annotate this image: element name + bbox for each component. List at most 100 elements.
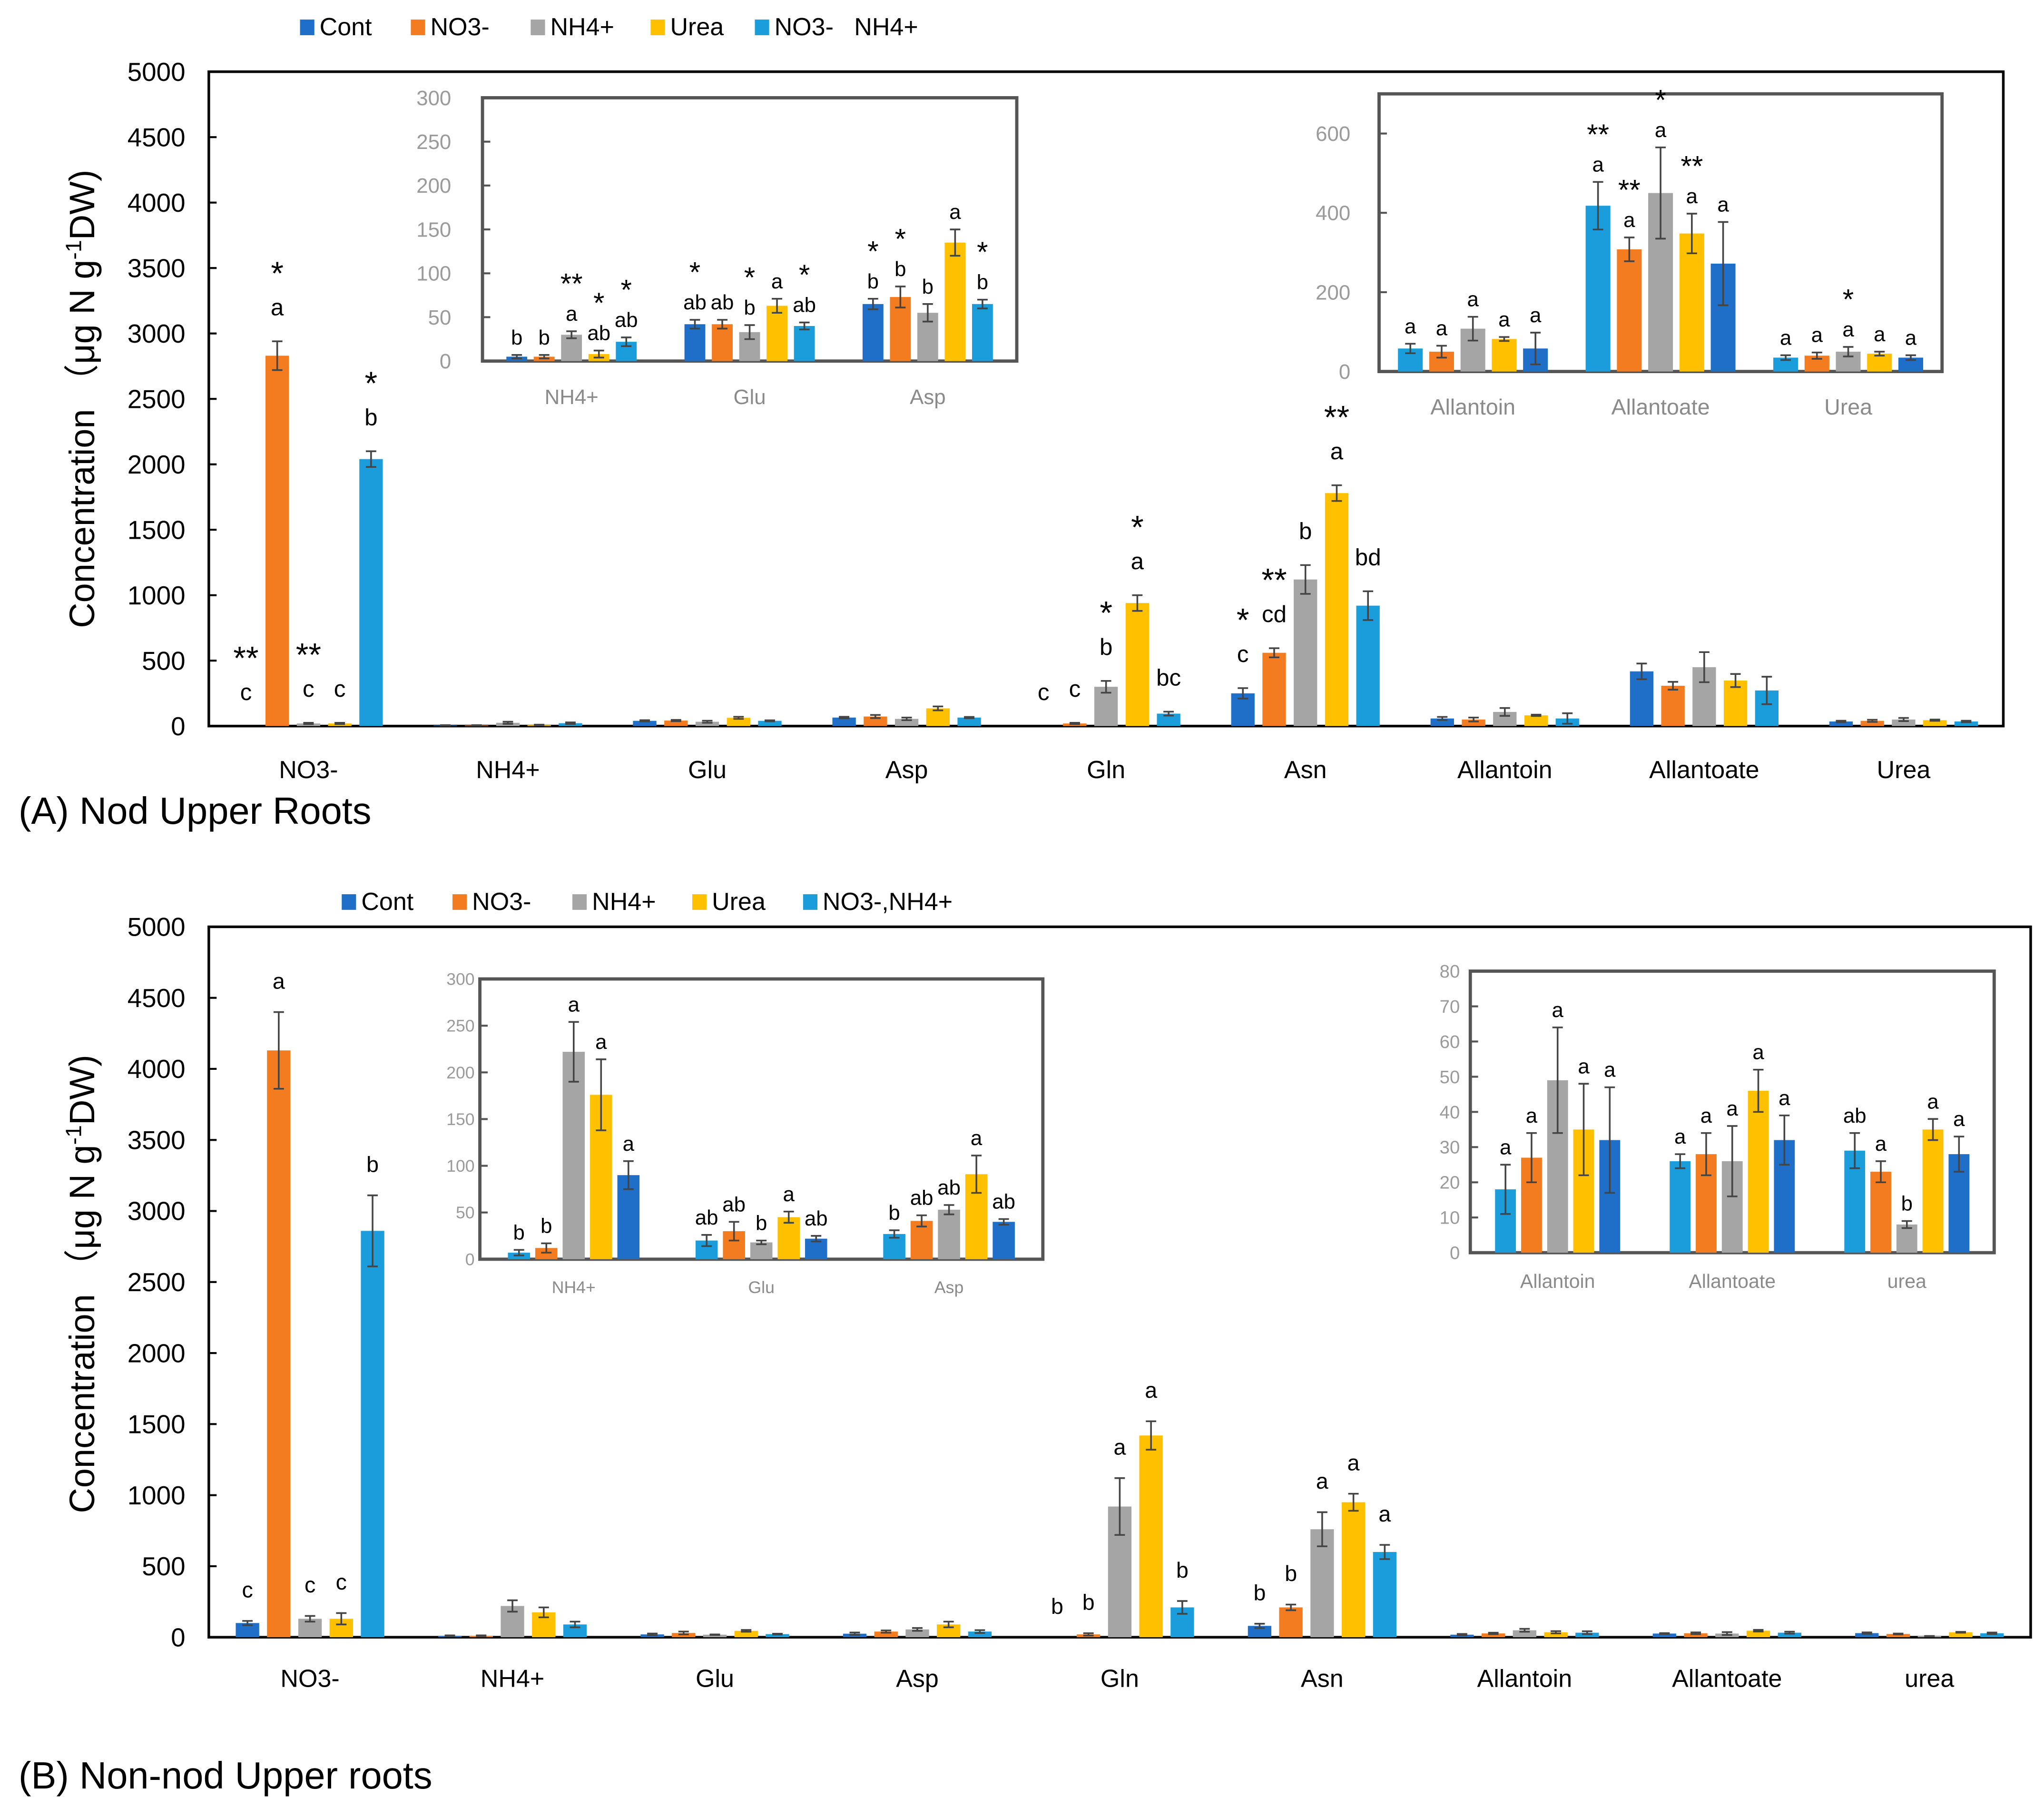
y-tick-label: 200 <box>1316 281 1350 304</box>
legend-swatch-2 <box>531 20 545 35</box>
significance-letter: a <box>1436 317 1448 340</box>
significance-letter: a <box>1316 1469 1328 1493</box>
y-tick-label: 70 <box>1440 997 1460 1017</box>
x-tick-label: Urea <box>1824 395 1872 419</box>
significance-stars: * <box>867 235 878 267</box>
bar-Urea-urea <box>1922 1129 1944 1253</box>
x-tick-label: Glu <box>696 1665 734 1692</box>
significance-stars: ** <box>1324 399 1349 435</box>
y-tick-label: 30 <box>1440 1137 1460 1158</box>
significance-stars: ** <box>233 640 258 676</box>
significance-stars: * <box>1237 602 1249 639</box>
significance-letter: b <box>1051 1594 1063 1619</box>
x-tick-label: urea <box>1887 1270 1926 1292</box>
y-tick-label: 50 <box>428 306 452 329</box>
legend-label: NO3- <box>430 13 489 41</box>
significance-letter: a <box>1674 1125 1686 1148</box>
bar-Urea-Glu <box>734 1630 758 1638</box>
significance-letter: a <box>1526 1104 1538 1127</box>
y-tick-label: 200 <box>446 1063 474 1082</box>
significance-letter: ab <box>793 294 816 317</box>
significance-letter: a <box>623 1132 635 1156</box>
legend-label: NH4+ <box>592 888 656 916</box>
significance-letter: a <box>1467 288 1479 311</box>
legend-swatch-0 <box>342 894 356 910</box>
legend-label: NO3- NH4+ <box>775 13 918 41</box>
bar-Urea-Allantoate <box>1748 1090 1769 1253</box>
y-tick-label: 0 <box>171 1622 185 1652</box>
significance-letter: a <box>771 270 783 293</box>
significance-letter: c <box>336 1570 347 1594</box>
y-tick-label: 100 <box>416 262 451 286</box>
bar-Urea-Glu <box>777 1217 800 1259</box>
legend-label: NH4+ <box>550 13 614 41</box>
bar-NO3NH4-Allantoate <box>1585 206 1611 372</box>
bar-Urea-Urea <box>1923 720 1947 726</box>
y-tick-label: 400 <box>1316 202 1350 225</box>
y-tick-label: 300 <box>446 969 474 988</box>
x-tick-label: Allantoin <box>1520 1270 1595 1292</box>
bar-NO3NH4-Asp <box>972 304 993 361</box>
bar-NH4-NH4 <box>561 335 582 361</box>
legend-swatch-3 <box>650 20 665 35</box>
bar-Cont-urea <box>1855 1633 1879 1638</box>
significance-letter: a <box>1623 208 1635 232</box>
bar-NO3NH4-Glu <box>794 326 815 361</box>
significance-letter: a <box>273 968 285 993</box>
x-tick-label: NH4+ <box>481 1665 544 1692</box>
significance-letter: ab <box>1843 1104 1867 1127</box>
significance-letter: a <box>1578 1055 1590 1078</box>
significance-letter: bd <box>1355 544 1381 571</box>
bar-NO3NH4-Glu <box>758 721 782 726</box>
bar-NH4-Asp <box>938 1209 960 1259</box>
significance-letter: ab <box>937 1176 961 1199</box>
significance-letter: c <box>1069 676 1081 702</box>
significance-letter: b <box>364 404 377 430</box>
legend-label: Urea <box>670 13 724 41</box>
bar-NO3NH4-Asn <box>1373 1552 1397 1638</box>
y-label-sup: -1 <box>61 240 86 259</box>
significance-letter: b <box>1299 518 1312 544</box>
bar-Urea-Allantoate <box>1723 680 1748 726</box>
significance-letter: a <box>949 200 961 224</box>
bar-NO3-Glu <box>664 721 688 726</box>
bar-Urea-Urea <box>1867 354 1892 372</box>
significance-stars: * <box>1131 509 1144 545</box>
significance-letter: b <box>744 296 755 319</box>
x-tick-label: NH4+ <box>552 1278 596 1297</box>
x-tick-label: Allantoate <box>1689 1270 1776 1292</box>
y-tick-label: 500 <box>142 646 185 675</box>
significance-letter: a <box>1347 1450 1360 1475</box>
legend-label: NO3-,NH4+ <box>823 888 953 916</box>
bar-NO3-Allantoate <box>1684 1633 1708 1638</box>
legend-label: NO3- <box>472 888 531 916</box>
bar-Cont-Asp <box>862 304 884 361</box>
bar-Urea-Gln <box>1125 603 1150 726</box>
significance-letter: a <box>1953 1107 1965 1131</box>
significance-letter: a <box>1905 326 1917 350</box>
bar-Urea-Allantoate <box>1679 233 1704 372</box>
bar-NH4-Asn <box>1310 1529 1334 1638</box>
y-tick-label: 5000 <box>128 57 186 87</box>
significance-letter: b <box>539 326 550 349</box>
panel-title-b: (B) Non-nod Upper roots <box>19 1754 432 1797</box>
inset-chart-b-right: 0 10 20 30 40 50 60 70 80 Allantoin Allantoate urea… <box>1440 961 1996 1292</box>
significance-stars: * <box>744 261 755 294</box>
significance-letter: b <box>540 1215 552 1238</box>
significance-letter: ab <box>683 291 707 314</box>
y-tick-label: 5000 <box>128 912 186 942</box>
y-tick-label: 150 <box>416 218 451 241</box>
y-tick-label: 0 <box>171 711 185 741</box>
significance-letter: b <box>1176 1558 1189 1582</box>
y-tick-label: 200 <box>416 174 451 198</box>
significance-stars: * <box>977 236 988 268</box>
significance-letter: b <box>1082 1590 1095 1615</box>
bar-NO3NH4-Allantoin <box>1575 1632 1599 1638</box>
significance-letter: ab <box>805 1207 828 1230</box>
significance-letter: a <box>1717 193 1729 216</box>
x-tick-label: Glu <box>748 1278 775 1297</box>
significance-letter: c <box>1038 679 1050 705</box>
significance-letter: c <box>334 676 346 702</box>
y-tick-label: 1500 <box>128 515 186 544</box>
significance-letter: a <box>1131 548 1144 574</box>
